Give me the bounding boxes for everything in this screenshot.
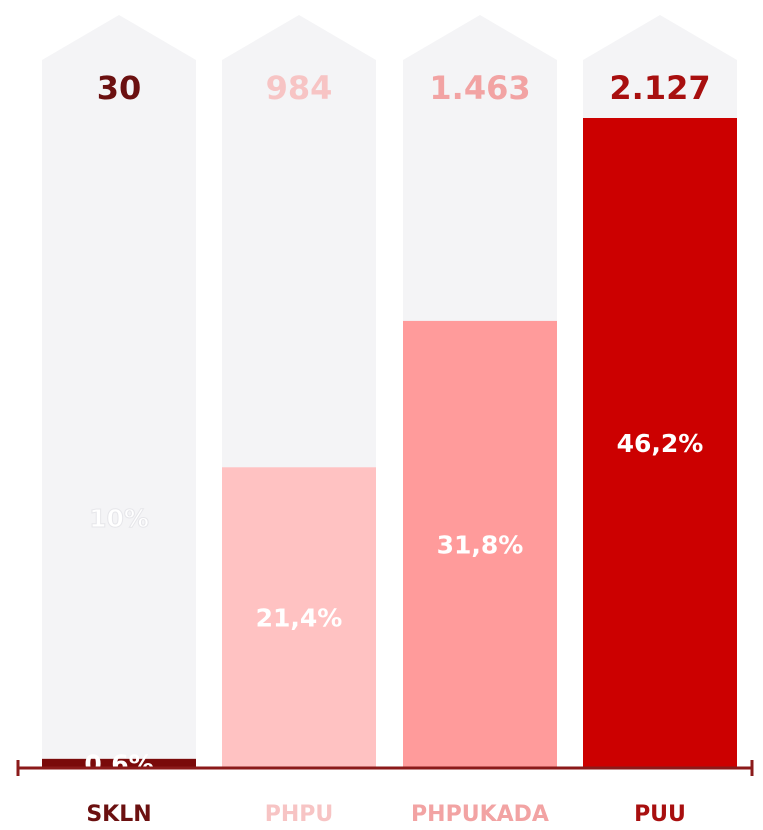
- share-label: 46,2%: [617, 429, 704, 458]
- share-label: 31,8%: [437, 530, 524, 559]
- bar: [222, 467, 376, 768]
- value-label: 2.127: [609, 69, 710, 107]
- share-label: 21,4%: [256, 604, 343, 633]
- share-label: 0,6%: [84, 749, 153, 778]
- bar: [42, 758, 196, 768]
- category-label: PUU: [634, 802, 686, 827]
- category-label: PHPU: [265, 802, 334, 827]
- category-label: PHPUKADA: [411, 802, 549, 827]
- bar: [583, 118, 737, 768]
- column-background: [42, 15, 196, 768]
- category-label: SKLN: [86, 802, 151, 827]
- value-label: 30: [97, 69, 142, 107]
- bar: [403, 320, 557, 768]
- annotation: 10%: [89, 504, 149, 533]
- value-label: 984: [266, 69, 333, 107]
- value-label: 1.463: [429, 69, 530, 107]
